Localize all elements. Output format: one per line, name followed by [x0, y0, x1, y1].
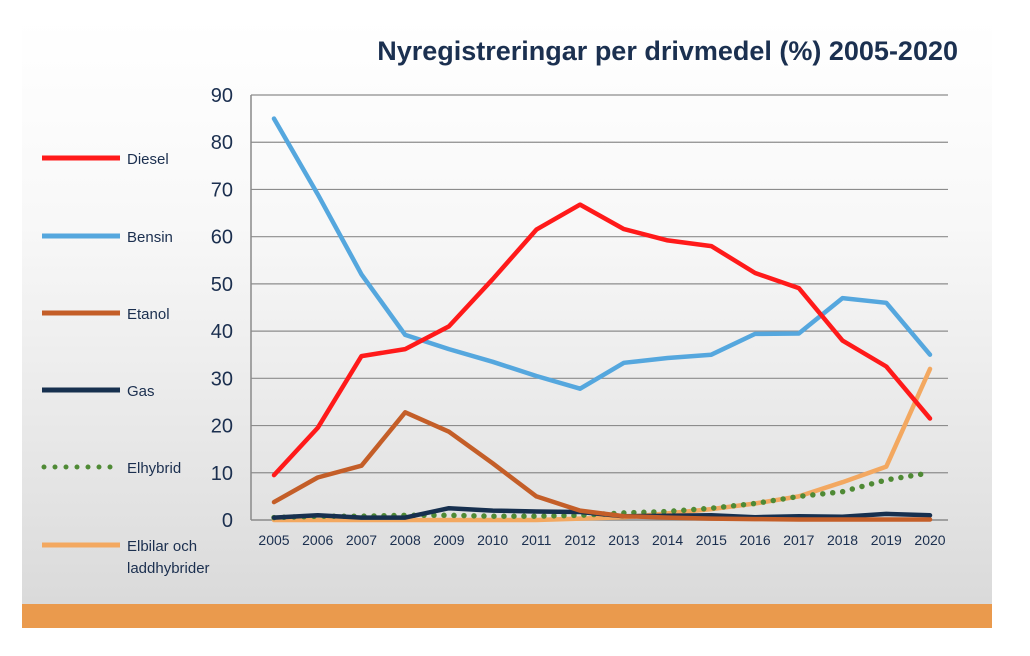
y-axis-ticks: 0 10 20 30 40 50 60 70 80 90	[211, 85, 233, 532]
x-tick-label: 2010	[477, 532, 508, 548]
x-tick-label: 2016	[739, 532, 770, 548]
x-tick-label: 2015	[696, 532, 727, 548]
legend-item-elhybrid[interactable]: Elhybrid	[41, 460, 181, 477]
chart-panel	[22, 18, 992, 604]
x-tick-label: 2009	[433, 532, 464, 548]
y-tick-label: 80	[211, 132, 233, 154]
legend-label-elbilar-line2: laddhybrider	[127, 560, 210, 577]
legend-label-elbilar-line1: Elbilar och	[127, 538, 197, 555]
y-tick-label: 60	[211, 227, 233, 249]
series-line-elbilar-och-laddhybrider	[271, 366, 933, 523]
series-line-bensin	[271, 116, 933, 391]
x-tick-label: 2018	[827, 532, 858, 548]
y-tick-label: 50	[211, 274, 233, 296]
legend: Diesel Bensin Etanol Gas Elhybrid Elbila…	[41, 151, 210, 577]
legend-label-elhybrid: Elhybrid	[127, 460, 181, 477]
series-lines	[271, 116, 933, 523]
y-tick-label: 70	[211, 179, 233, 201]
legend-item-gas[interactable]: Gas	[42, 383, 155, 400]
y-tick-label: 30	[211, 368, 233, 390]
legend-item-elbilar[interactable]: Elbilar och laddhybrider	[42, 538, 210, 577]
x-tick-label: 2014	[652, 532, 683, 548]
legend-label-bensin: Bensin	[127, 229, 173, 246]
y-tick-label: 10	[211, 463, 233, 485]
x-tick-label: 2006	[302, 532, 333, 548]
y-tick-label: 40	[211, 321, 233, 343]
legend-item-diesel[interactable]: Diesel	[42, 151, 169, 168]
y-tick-label: 90	[211, 85, 233, 107]
series-line-elhybrid	[271, 470, 933, 521]
gridlines	[251, 94, 948, 474]
x-tick-label: 2019	[871, 532, 902, 548]
legend-item-etanol[interactable]: Etanol	[42, 306, 170, 323]
series-line-diesel	[271, 202, 933, 478]
legend-label-gas: Gas	[127, 383, 155, 400]
legend-label-diesel: Diesel	[127, 151, 169, 168]
x-tick-label: 2011	[521, 532, 551, 548]
x-tick-label: 2013	[608, 532, 639, 548]
footer-bar	[22, 604, 992, 628]
x-tick-label: 2020	[914, 532, 945, 548]
x-tick-label: 2008	[390, 532, 421, 548]
y-tick-label: 20	[211, 416, 233, 438]
x-axis-ticks: 2005 2006 2007 2008 2009 2010 2011 2012 2013 2014…	[258, 532, 945, 548]
x-tick-label: 2012	[565, 532, 596, 548]
legend-item-bensin[interactable]: Bensin	[42, 229, 173, 246]
legend-label-etanol: Etanol	[127, 306, 170, 323]
x-tick-label: 2007	[346, 532, 377, 548]
y-tick-label: 0	[222, 510, 233, 532]
chart-title: Nyregistreringar per drivmedel (%) 2005-…	[377, 36, 958, 66]
x-tick-label: 2005	[258, 532, 289, 548]
series-line-etanol	[271, 410, 933, 522]
x-tick-label: 2017	[783, 532, 814, 548]
